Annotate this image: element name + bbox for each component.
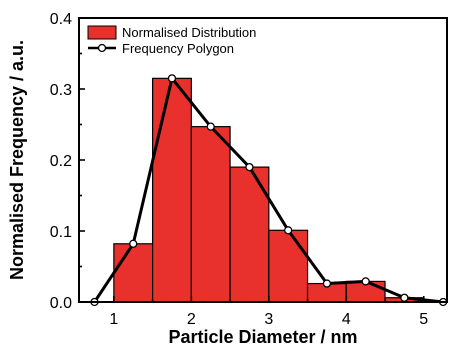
polygon-point: [322, 279, 332, 288]
legend-label-polygon: Frequency Polygon: [122, 41, 234, 56]
histogram-bar: [113, 243, 154, 303]
legend-swatch-marker: [97, 43, 107, 53]
polygon-point: [400, 293, 409, 302]
x-axis-ticks: 1 2 3 4 5: [109, 296, 428, 328]
polygon-point: [245, 162, 254, 172]
y-axis-ticks: 0.0 0.1 0.2 0.3 0.4: [50, 11, 85, 312]
x-tick-label: 5: [419, 311, 428, 328]
y-tick-label: 0.0: [50, 295, 72, 312]
legend-label-distribution: Normalised Distribution: [122, 25, 256, 40]
polygon-point: [167, 74, 177, 83]
histogram-bars: [113, 77, 425, 303]
x-tick-label: 1: [109, 311, 118, 328]
polygon-line: [93, 76, 444, 304]
histogram-bar: [268, 229, 309, 303]
legend: Normalised Distribution Frequency Polygo…: [87, 25, 256, 56]
polygon-point: [129, 239, 138, 248]
y-tick-label: 0.1: [50, 224, 72, 241]
x-axis-title: Particle Diameter / nm: [168, 327, 357, 347]
polygon-point: [284, 226, 293, 235]
histogram-bar: [152, 77, 192, 303]
y-tick-label: 0.2: [50, 153, 72, 170]
legend-swatch-bar: [87, 25, 117, 40]
y-tick-label: 0.4: [50, 11, 72, 28]
x-tick-label: 2: [187, 311, 196, 328]
x-tick-label: 3: [264, 311, 273, 328]
frequency-polygon: [90, 74, 448, 307]
polygon-point: [206, 122, 215, 131]
y-tick-label: 0.3: [50, 82, 72, 99]
histogram-bar: [190, 126, 231, 303]
polygon-point: [361, 277, 370, 286]
y-axis-title: Normalised Frequency / a.u.: [7, 40, 27, 280]
x-tick-label: 4: [342, 311, 351, 328]
